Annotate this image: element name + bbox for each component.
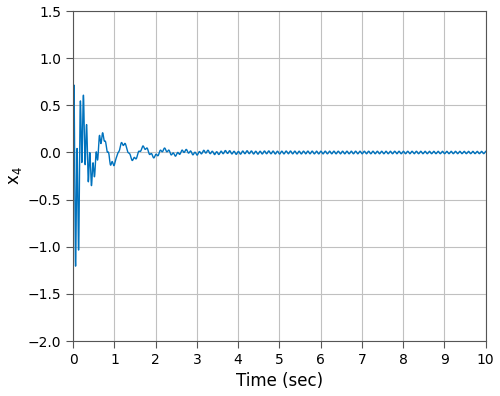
Y-axis label: x$_4$: x$_4$ [6, 167, 24, 185]
X-axis label: Time (sec): Time (sec) [236, 373, 323, 390]
